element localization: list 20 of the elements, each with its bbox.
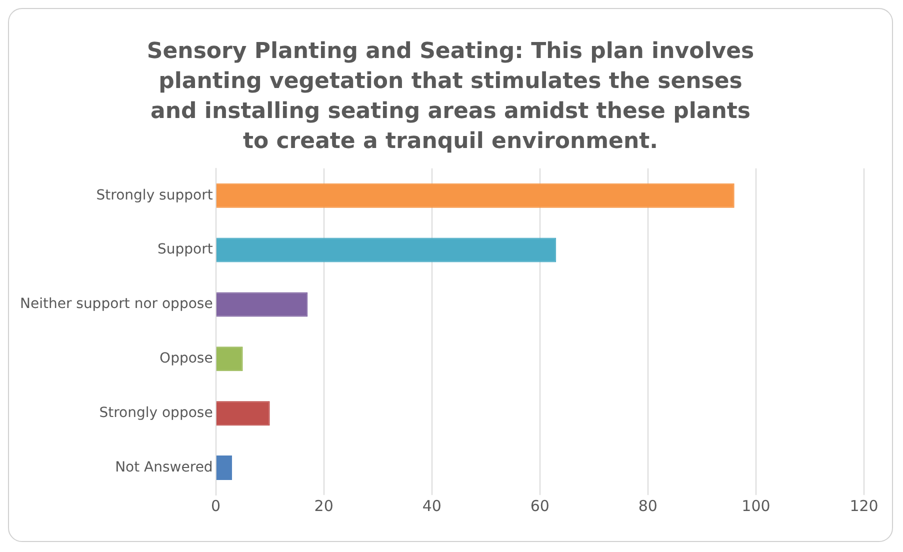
chart-title: Sensory Planting and Seating: This plan involves planting vegetation that stimulates the senses and installing seating areas amidst these plants to create a tranquil environment. (146, 38, 756, 156)
x-tick-label: 80 (638, 496, 658, 515)
bar (216, 183, 734, 208)
bar (216, 456, 232, 480)
y-tick-label: Strongly support (96, 187, 214, 204)
x-tick-label: 20 (314, 496, 334, 515)
x-tick-label: 120 (850, 496, 878, 515)
y-tick-label: Oppose (160, 350, 213, 367)
y-tick-label: Neither support nor oppose (20, 296, 213, 312)
y-tick-label: Strongly oppose (99, 404, 213, 421)
bar (216, 238, 556, 262)
y-tick-label: Support (157, 242, 214, 258)
x-tick-label: 40 (422, 496, 442, 515)
bar (216, 292, 308, 317)
y-tick-label: Not Answered (115, 459, 213, 476)
x-tick-label: 60 (530, 496, 550, 515)
x-tick-label: 100 (742, 496, 770, 515)
bar (216, 346, 243, 372)
x-tick-label: 0 (211, 496, 221, 515)
bar (216, 401, 270, 426)
